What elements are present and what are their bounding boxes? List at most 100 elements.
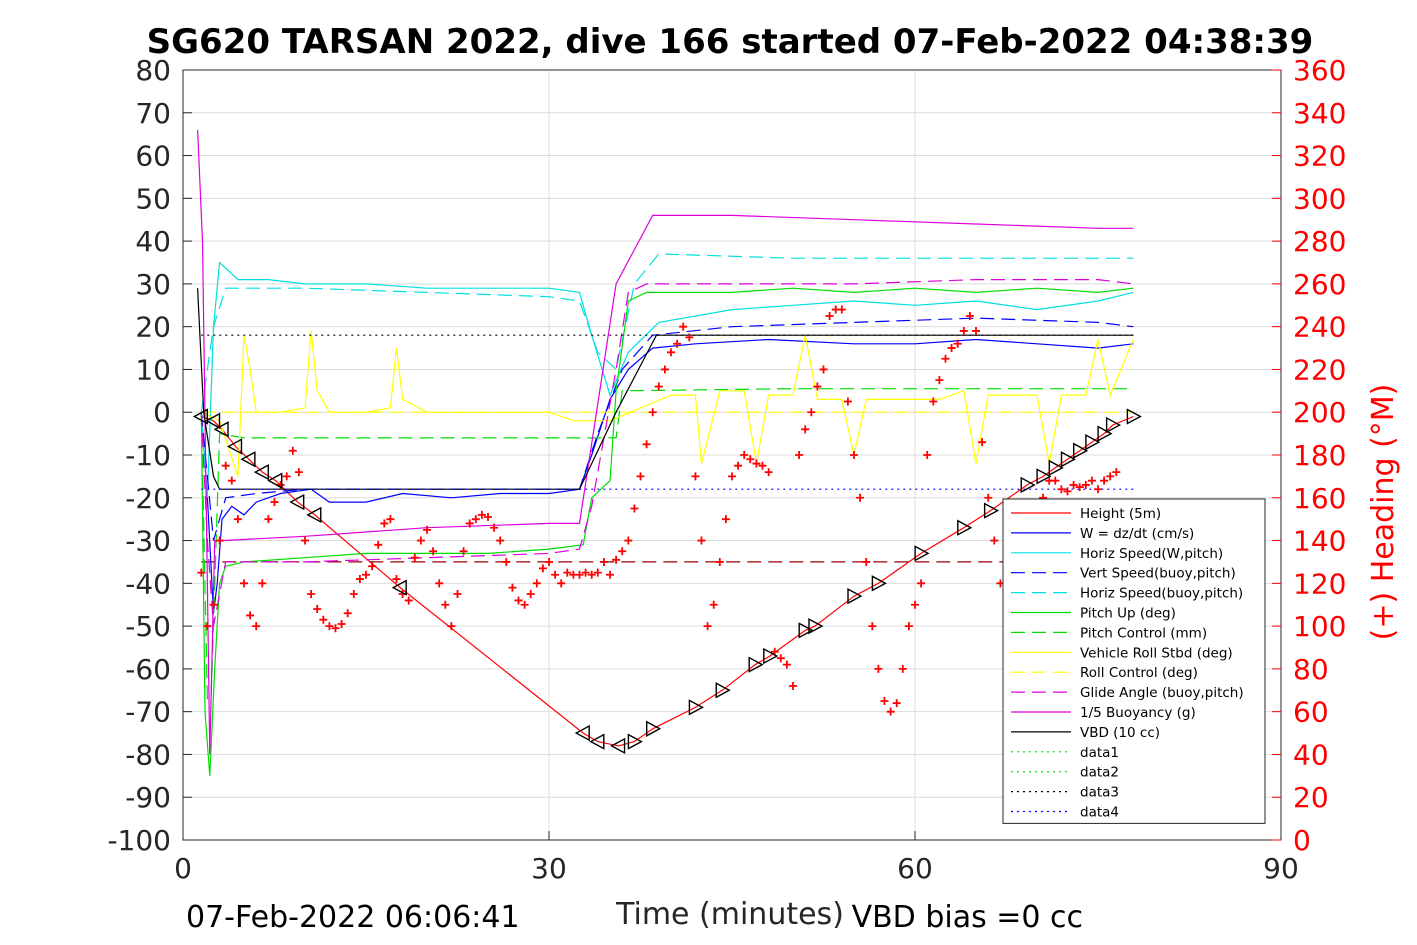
right-tick-label: 40: [1293, 738, 1329, 771]
heading-point: [233, 515, 242, 524]
series-line-5: [200, 287, 1134, 776]
legend-label: Glide Angle (buoy,pitch): [1080, 685, 1244, 701]
heading-point: [850, 451, 858, 459]
heading-point: [660, 365, 669, 374]
heading-point: [319, 615, 328, 624]
height-marker: [763, 647, 779, 665]
heading-point: [721, 515, 730, 524]
left-tick-label: -40: [125, 567, 171, 600]
height-marker: [267, 472, 283, 489]
right-tick-label: 60: [1293, 696, 1329, 729]
heading-point: [465, 519, 474, 528]
height-marker: [306, 506, 322, 524]
right-tick-label: 300: [1293, 182, 1346, 215]
heading-point: [709, 600, 718, 609]
heading-point: [221, 461, 230, 470]
heading-point: [416, 536, 425, 545]
heading-point: [288, 446, 297, 455]
right-tick-label: 220: [1293, 353, 1346, 386]
right-tick-label: 280: [1293, 225, 1346, 258]
right-tick-label: 140: [1293, 525, 1346, 558]
heading-point: [484, 513, 492, 522]
heading-point: [386, 515, 395, 524]
legend-label: Vert Speed(buoy,pitch): [1080, 566, 1236, 582]
right-tick-label: 120: [1293, 567, 1346, 600]
heading-point: [758, 461, 767, 470]
heading-point: [886, 707, 895, 716]
heading-point: [410, 553, 419, 562]
heading-point: [197, 568, 206, 577]
heading-point: [496, 536, 505, 545]
heading-point: [843, 397, 852, 406]
heading-point: [636, 472, 645, 481]
heading-point: [343, 609, 352, 618]
heading-point: [624, 536, 633, 545]
right-tick-label: 0: [1293, 824, 1311, 857]
height-marker: [574, 724, 590, 742]
height-marker: [1085, 433, 1101, 451]
heading-point: [264, 515, 273, 524]
legend-label: Horiz Speed(W,pitch): [1080, 546, 1223, 562]
heading-point: [215, 536, 224, 545]
heading-point: [1057, 485, 1066, 494]
heading-point: [459, 547, 468, 556]
height-marker: [289, 493, 305, 511]
heading-point: [965, 311, 974, 320]
right-tick-label: 180: [1293, 439, 1346, 472]
heading-point: [667, 348, 675, 357]
heading-point: [685, 333, 694, 342]
heading-point: [1075, 483, 1084, 492]
right-tick-label: 320: [1293, 140, 1346, 173]
x-tick-label: 30: [531, 852, 567, 885]
heading-point: [1094, 485, 1102, 494]
heading-point: [935, 376, 944, 385]
left-tick-label: -100: [107, 824, 171, 857]
heading-point: [892, 699, 901, 708]
heading-point: [294, 468, 303, 477]
right-tick-label: 20: [1293, 781, 1329, 814]
heading-point: [740, 451, 749, 459]
heading-point: [270, 498, 279, 507]
height-marker: [1105, 416, 1122, 434]
heading-point: [618, 547, 627, 556]
heading-point: [801, 425, 810, 434]
legend-label: Vehicle Roll Stbd (deg): [1080, 645, 1233, 661]
heading-point: [984, 493, 993, 502]
height-marker: [1060, 451, 1076, 468]
heading-point: [593, 568, 602, 577]
height-marker: [1073, 442, 1089, 459]
heading-point: [1087, 476, 1096, 485]
height-marker: [391, 579, 407, 596]
heading-point: [953, 339, 962, 348]
right-tick-label: 160: [1293, 482, 1346, 515]
heading-point: [728, 472, 736, 481]
left-tick-label: -60: [125, 653, 171, 686]
legend-label: Roll Control (deg): [1080, 665, 1198, 681]
heading-point: [825, 311, 834, 320]
heading-point: [441, 600, 450, 609]
heading-point: [679, 322, 688, 331]
legend: Height (5m) W = dz/dt (cm/s) Horiz Speed(W…: [1002, 498, 1266, 824]
heading-point: [551, 570, 560, 579]
height-marker: [1020, 476, 1036, 494]
heading-point: [807, 408, 816, 417]
series-line-4: [200, 253, 1134, 413]
heading-point: [917, 579, 926, 588]
legend-label: W = dz/dt (cm/s): [1080, 526, 1194, 542]
heading-point: [874, 664, 883, 673]
height-marker: [983, 502, 1000, 519]
heading-point: [862, 557, 871, 566]
heading-point: [325, 622, 334, 631]
x-tick-label: 0: [174, 852, 192, 885]
heading-point: [447, 622, 456, 631]
heading-point: [349, 590, 358, 599]
heading-point: [538, 564, 547, 573]
heading-point: [819, 365, 828, 374]
left-axis-ticks: 80 70 60 50 40 30 20 10 0 -10 -20 -30 -40 -50 -60 -70 -8…: [107, 54, 192, 857]
heading-point: [374, 540, 383, 549]
height-marker: [213, 421, 229, 438]
heading-point: [252, 622, 261, 631]
right-axis-label: (+) Heading (°M): [1366, 384, 1401, 641]
heading-point: [355, 575, 364, 584]
